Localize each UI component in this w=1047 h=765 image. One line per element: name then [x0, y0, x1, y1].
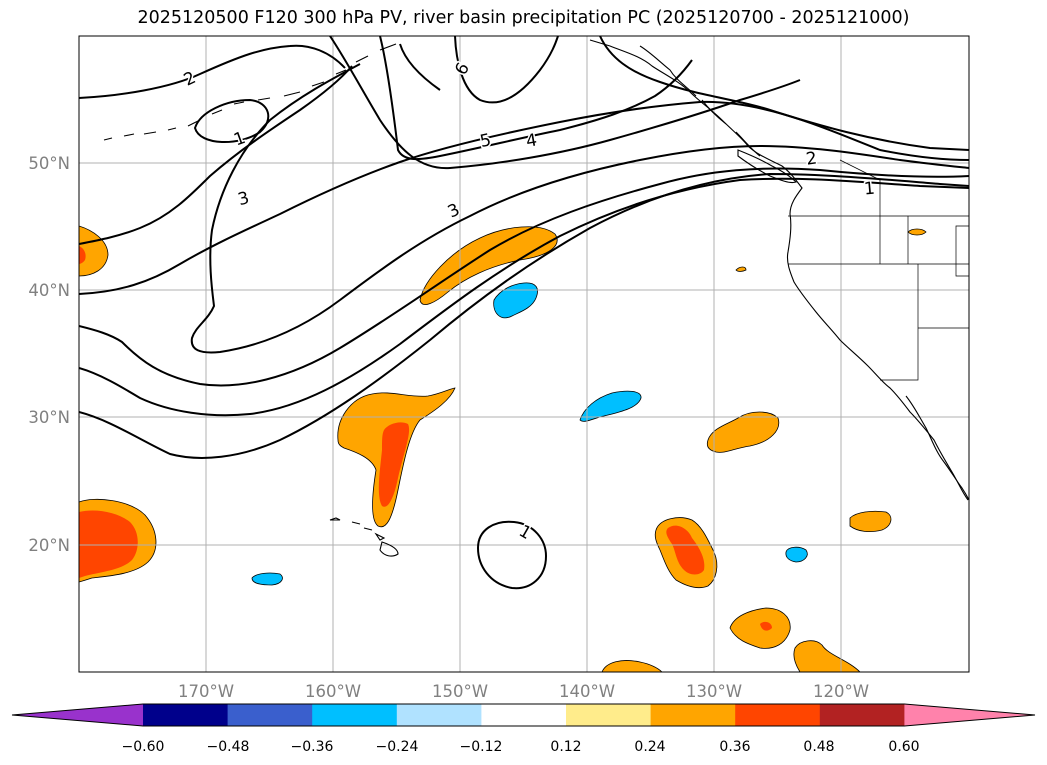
baja-peninsula — [905, 395, 969, 501]
colorbar-ticks: −0.60 −0.48 −0.36 −0.24 −0.12 0.12 0.24 … — [122, 739, 920, 755]
precip-blob-se-corner — [793, 640, 861, 672]
hawaii-islands — [329, 517, 399, 557]
map-title: 2025120500 F120 300 hPa PV, river basin … — [137, 8, 910, 28]
contour-label: 4 — [525, 130, 539, 152]
colorbar-segment — [396, 704, 482, 726]
precipitation-shading — [79, 225, 927, 672]
colorbar-extend-low — [12, 704, 143, 726]
colorbar-tick-label: −0.36 — [291, 739, 334, 755]
colorbar-extend-high — [904, 704, 1035, 726]
precip-blob-central-blue — [493, 282, 538, 319]
colorbar: −0.60 −0.48 −0.36 −0.24 −0.12 0.12 0.24 … — [11, 703, 1036, 755]
colorbar-segment — [227, 704, 313, 726]
pv-contours — [79, 36, 969, 590]
colorbar-tick-label: −0.48 — [207, 739, 250, 755]
lon-tick-labels: 170°W 160°W 150°W 140°W 130°W 120°W — [178, 682, 869, 701]
precip-blob-southeast — [729, 607, 791, 649]
colorbar-segment — [566, 704, 652, 726]
colorbar-tick-label: −0.12 — [460, 739, 503, 755]
precip-blob-coast-small-1 — [907, 228, 927, 236]
precip-blob-east-south-core — [666, 525, 705, 575]
contour-2-north — [79, 43, 441, 99]
colorbar-tick-label: −0.24 — [376, 739, 419, 755]
lon-tick-label: 130°W — [686, 682, 742, 701]
lon-tick-label: 120°W — [813, 682, 869, 701]
map-frame — [78, 35, 970, 673]
contour-2-east — [599, 36, 969, 151]
contour-3-west — [190, 63, 969, 354]
precip-blob-central-north — [419, 226, 558, 305]
colorbar-segment — [819, 704, 905, 726]
aleutian-islands — [103, 43, 397, 141]
us-state-borders — [788, 159, 969, 381]
contour-label: 2 — [805, 148, 819, 169]
contour-5 — [379, 36, 693, 161]
precip-blob-nw-edge — [79, 225, 109, 277]
colorbar-segment — [735, 704, 821, 726]
colorbar-segment — [143, 704, 229, 726]
colorbar-segment — [481, 704, 567, 726]
precip-blob-nw-edge-core — [79, 246, 86, 264]
contour-4 — [329, 36, 801, 170]
precip-blob-hawaii-blue — [251, 572, 283, 586]
contour-outer-1 — [79, 177, 969, 417]
precip-blob-mid-blue — [579, 390, 642, 422]
precip-blob-small-blue — [785, 546, 808, 563]
colorbar-tick-label: −0.60 — [122, 739, 165, 755]
lon-tick-label: 160°W — [305, 682, 361, 701]
colorbar-tick-label: 0.48 — [803, 739, 834, 755]
vancouver-island — [737, 149, 798, 184]
colorbar-tick-label: 0.60 — [888, 739, 919, 755]
contour-1-mid — [79, 167, 969, 387]
colorbar-tick-label: 0.36 — [719, 739, 750, 755]
colorbar-segments — [11, 703, 1036, 727]
precip-blob-coast-small-2 — [735, 266, 747, 272]
lat-tick-label: 50°N — [28, 154, 70, 173]
contour-1-small — [193, 98, 270, 143]
gridlines — [79, 36, 969, 672]
colorbar-segment — [312, 704, 398, 726]
lon-tick-label: 170°W — [178, 682, 234, 701]
contour-3-outer — [79, 65, 353, 245]
precip-blob-southeast-core — [760, 621, 772, 631]
north-america-coast — [589, 39, 969, 501]
precip-blob-west-edge-core — [79, 510, 138, 578]
colorbar-segment — [650, 704, 736, 726]
precip-blob-east-small — [849, 510, 892, 533]
map-panel: 2 1 3 6 5 4 3 2 1 1 — [78, 35, 970, 673]
colorbar-outline — [11, 703, 1036, 727]
coastlines — [103, 39, 969, 557]
lat-tick-label: 20°N — [28, 536, 70, 555]
contour-6 — [454, 36, 559, 104]
lat-tick-label: 30°N — [28, 408, 70, 427]
contour-2-mid — [79, 100, 969, 295]
lon-tick-label: 150°W — [432, 682, 488, 701]
colorbar-tick-label: 0.12 — [550, 739, 581, 755]
colorbar-tick-label: 0.24 — [634, 739, 665, 755]
lon-tick-label: 140°W — [559, 682, 615, 701]
contour-outer-2 — [79, 172, 969, 459]
contour-label: 1 — [863, 179, 876, 200]
precip-blob-hawaii-north-core — [378, 422, 410, 507]
precip-blob-south-edge — [601, 660, 663, 672]
lat-tick-label: 40°N — [28, 281, 70, 300]
lat-tick-labels: 50°N 40°N 30°N 20°N — [28, 154, 70, 555]
contour-1-south — [476, 520, 548, 590]
